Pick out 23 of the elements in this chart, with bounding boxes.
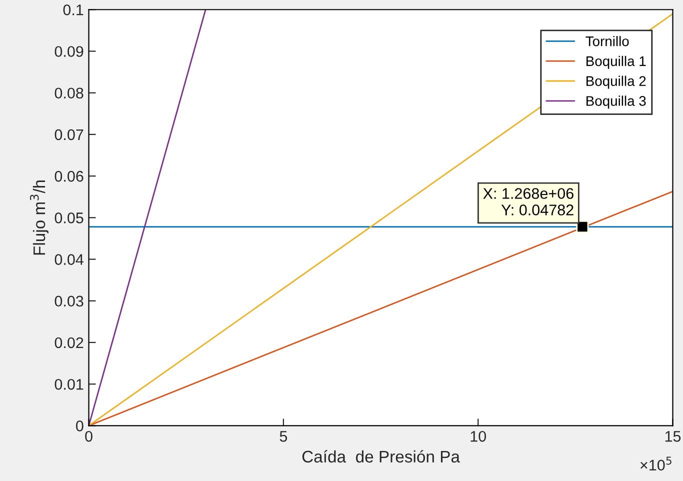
y-tick-label: 0.04 [54, 254, 84, 265]
y-tick-label: 0.01 [54, 378, 84, 390]
y-tick-label: 0.02 [54, 337, 84, 348]
legend-label: Tornillo [586, 36, 629, 46]
x-axis-title: Caída de Presión Pa [302, 450, 460, 463]
y-tick-label: 0.09 [54, 46, 84, 57]
y-tick-label: 0.07 [54, 129, 84, 140]
y-tick-label: 0.08 [54, 88, 84, 99]
x-tick-label: 10 [470, 430, 486, 442]
legend-label: Boquilla 2 [586, 76, 646, 89]
legend-label: Boquilla 3 [586, 96, 646, 109]
y-tick-label: 0 [76, 420, 84, 432]
y-tick-label: 0.05 [54, 212, 84, 224]
y-axis-title: Flujo m$^{3}$/h [30, 180, 48, 255]
y-tick-label: 0.06 [54, 170, 84, 182]
x-tick-label: 15 [665, 431, 681, 442]
text: ×10$^{5}$ [640, 456, 672, 471]
y-tick-label: 0.1 [63, 4, 84, 16]
x-tick-label: 5 [280, 431, 288, 442]
x-tick-label: 0 [85, 430, 92, 442]
legend-label: Boquilla 1 [586, 56, 646, 69]
y-tick-label: 0.03 [54, 296, 84, 307]
annotation: X: 1.268e+06 Y: 0.04782 [483, 188, 574, 216]
